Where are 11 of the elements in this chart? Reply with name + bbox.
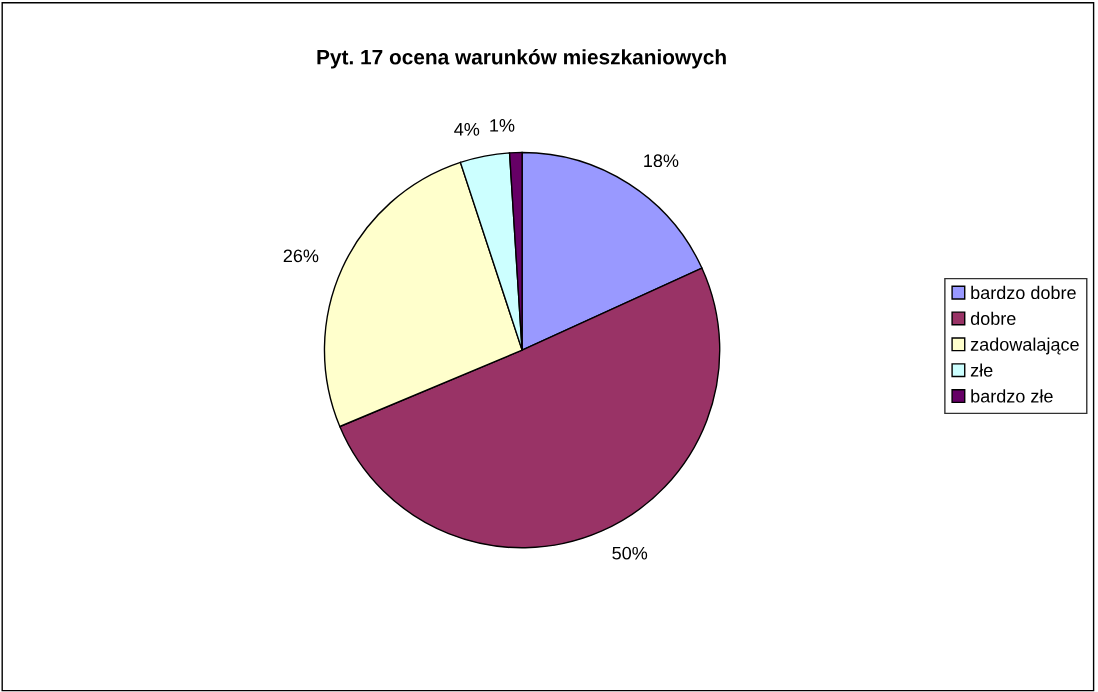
legend-label: bardzo dobre <box>971 285 1076 300</box>
legend-label: bardzo złe <box>971 389 1053 403</box>
data-label: 18% <box>644 154 679 168</box>
data-label: 1% <box>490 119 515 132</box>
chart-title: Pyt. 17 ocena warunków mieszkaniowych <box>317 49 726 69</box>
data-label: 26% <box>283 249 319 263</box>
legend-label: dobre <box>970 311 1016 325</box>
data-label: 50% <box>612 546 648 560</box>
data-label: 4% <box>454 123 480 136</box>
legend-label: złe <box>970 363 993 377</box>
legend-label: zadowalające <box>970 337 1079 355</box>
